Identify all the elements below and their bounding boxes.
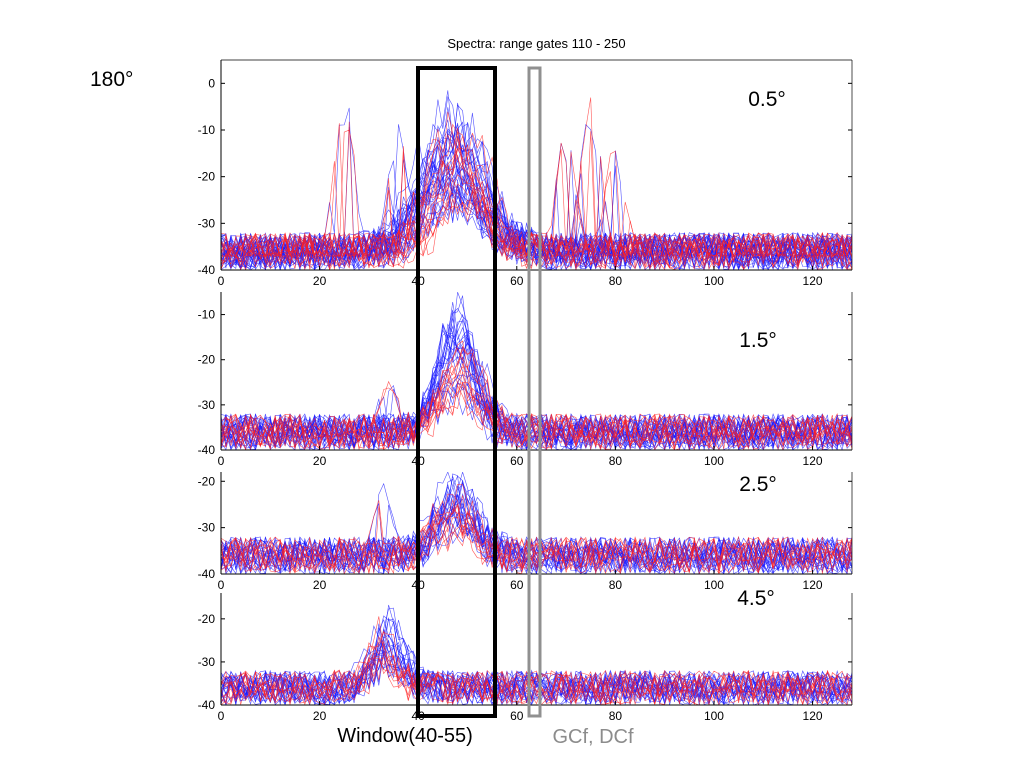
spectrum-trace (221, 513, 852, 574)
y-tick-label: -30 (198, 398, 216, 412)
y-tick-label: -20 (198, 612, 216, 626)
x-tick-label: 60 (510, 454, 524, 468)
elevation-label: 1.5° (739, 329, 777, 352)
elevation-label: 4.5° (737, 587, 775, 610)
window-label: Window(40-55) (337, 725, 473, 747)
y-tick-label: -40 (198, 567, 216, 581)
window-box (416, 66, 497, 718)
spectrum-trace (221, 169, 852, 270)
spectrum-trace (221, 357, 852, 450)
x-tick-label: 120 (803, 709, 823, 723)
x-tick-label: 20 (313, 454, 327, 468)
x-tick-label: 100 (704, 709, 724, 723)
spectrum-trace (221, 631, 852, 705)
traces-panel-3 (221, 472, 852, 574)
x-tick-label: 0 (218, 709, 225, 723)
traces-panel-1 (221, 90, 852, 270)
spectrum-trace (221, 505, 852, 574)
filter-label: GCf, DCf (552, 726, 634, 748)
spectrum-trace (221, 143, 852, 270)
y-tick-label: -30 (198, 521, 216, 535)
spectrum-trace (221, 525, 852, 574)
spectrum-trace (221, 652, 852, 705)
elevation-label: 2.5° (739, 473, 777, 496)
y-tick-label: -30 (198, 216, 216, 230)
x-tick-label: 100 (704, 274, 724, 288)
y-tick-label: -10 (198, 123, 216, 137)
x-tick-label: 100 (704, 454, 724, 468)
y-tick-label: -10 (198, 308, 216, 322)
traces-panel-2 (221, 292, 852, 450)
x-tick-label: 100 (704, 578, 724, 592)
spectrum-trace (221, 384, 852, 450)
x-tick-label: 60 (510, 709, 524, 723)
spectrum-trace (221, 198, 852, 270)
spectra-panels: Spectra: range gates 110 - 250 0 -10 -20 -30… (198, 36, 853, 723)
x-tick-label: 0 (218, 274, 225, 288)
spectrum-trace (221, 189, 852, 269)
y-tick-label: -40 (198, 263, 216, 277)
x-tick-label: 20 (313, 274, 327, 288)
corner-label: 180° (90, 68, 133, 91)
y-tick-label: -20 (198, 170, 216, 184)
y-tick-label: -20 (198, 474, 216, 488)
x-tick-label: 80 (609, 274, 623, 288)
spectrum-trace (221, 623, 852, 705)
y-tick-label: -30 (198, 655, 216, 669)
traces-panel-4 (221, 604, 852, 705)
spectrum-trace (221, 630, 852, 705)
x-tick-label: 20 (313, 709, 327, 723)
spectrum-trace (221, 186, 852, 270)
x-tick-label: 80 (609, 454, 623, 468)
spectrum-trace (221, 652, 852, 705)
spectrum-trace (221, 135, 852, 270)
y-tick-label: 0 (208, 76, 215, 90)
spectrum-trace (221, 149, 852, 267)
chart-title: Spectra: range gates 110 - 250 (447, 36, 625, 51)
spectra-panel-1: Spectra: range gates 110 - 250 0 -10 -20 -30… (198, 36, 853, 288)
y-tick-label: -40 (198, 443, 216, 457)
x-tick-label: 0 (218, 454, 225, 468)
spectrum-trace (221, 381, 852, 450)
spectrum-trace (221, 517, 852, 574)
spectrum-trace (221, 348, 852, 450)
x-tick-label: 20 (313, 578, 327, 592)
x-tick-label: 60 (510, 578, 524, 592)
x-tick-label: 80 (609, 578, 623, 592)
x-tick-label: 120 (803, 454, 823, 468)
spectrum-trace (221, 131, 852, 270)
x-tick-label: 120 (803, 274, 823, 288)
spectrum-trace (221, 655, 852, 705)
spectrum-trace (221, 345, 852, 450)
elevation-label: 0.5° (748, 88, 786, 111)
x-tick-label: 0 (218, 578, 225, 592)
x-tick-label: 80 (609, 709, 623, 723)
y-tick-label: -20 (198, 353, 216, 367)
x-tick-label: 120 (803, 578, 823, 592)
spectrum-trace (221, 127, 852, 270)
filter-box (527, 66, 542, 718)
x-tick-label: 60 (510, 274, 524, 288)
y-tick-label: -40 (198, 698, 216, 712)
spectrum-trace (221, 520, 852, 574)
